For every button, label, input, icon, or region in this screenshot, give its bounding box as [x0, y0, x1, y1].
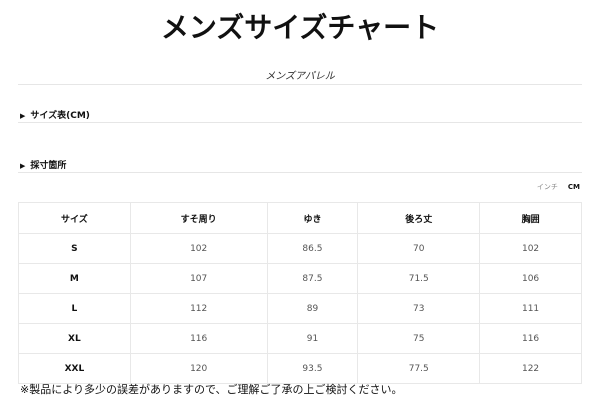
- column-header: 後ろ丈: [357, 202, 481, 234]
- section-measurement-toggle[interactable]: ▶ 採寸箇所: [20, 158, 66, 171]
- measurement-cell: 120: [129, 353, 268, 384]
- measurement-cell: 77.5: [357, 353, 481, 384]
- measurement-cell: 71.5: [357, 263, 481, 294]
- size-cell: XXL: [18, 353, 131, 384]
- size-cell: L: [18, 293, 131, 324]
- table-header-row: サイズ すそ周り ゆき 後ろ丈 胸囲: [18, 202, 582, 234]
- size-cell: S: [18, 233, 131, 264]
- column-header: すそ周り: [129, 202, 268, 234]
- section-size-table-toggle[interactable]: ▶ サイズ表(CM): [20, 108, 90, 121]
- measurement-cell: 93.5: [266, 353, 359, 384]
- section-label: 採寸箇所: [30, 161, 67, 171]
- unit-toggle: インチ CM: [527, 182, 580, 192]
- measurement-cell: 86.5: [266, 233, 359, 264]
- measurement-cell: 91: [266, 323, 359, 354]
- measurement-cell: 116: [479, 323, 582, 354]
- category-subtitle: メンズアパレル: [265, 71, 335, 82]
- table-row: S 102 86.5 70 102: [18, 233, 582, 264]
- measurement-cell: 75: [357, 323, 481, 354]
- unit-inch-button[interactable]: インチ: [536, 183, 558, 191]
- column-header: 胸囲: [479, 202, 582, 234]
- size-cell: XL: [18, 323, 131, 354]
- measurement-cell: 102: [479, 233, 582, 264]
- measurement-cell: 102: [129, 233, 268, 264]
- section-label: サイズ表(CM): [30, 111, 90, 121]
- unit-cm-button[interactable]: CM: [567, 183, 580, 191]
- divider: [18, 84, 582, 85]
- measurement-cell: 87.5: [266, 263, 359, 294]
- divider: [18, 122, 582, 123]
- measurement-cell: 122: [479, 353, 582, 384]
- column-header: ゆき: [266, 202, 359, 234]
- measurement-cell: 111: [479, 293, 582, 324]
- size-cell: M: [18, 263, 131, 294]
- column-header: サイズ: [18, 202, 131, 234]
- measurement-cell: 73: [357, 293, 481, 324]
- page-title: メンズサイズチャート: [160, 11, 440, 44]
- measurement-cell: 112: [129, 293, 268, 324]
- measurement-cell: 89: [266, 293, 359, 324]
- measurement-cell: 106: [479, 263, 582, 294]
- measurement-cell: 107: [129, 263, 268, 294]
- triangle-right-icon: ▶: [20, 162, 26, 170]
- triangle-right-icon: ▶: [20, 112, 26, 120]
- table-row: L 112 89 73 111: [18, 293, 582, 324]
- table-row: XXL 120 93.5 77.5 122: [18, 353, 582, 384]
- measurement-cell: 70: [357, 233, 481, 264]
- divider: [18, 172, 582, 173]
- disclaimer-note: ※製品により多少の誤差がありますので、ご理解ご了承の上ご検討ください。: [20, 383, 403, 396]
- size-table: サイズ すそ周り ゆき 後ろ丈 胸囲 S 102 86.5 70 102 M 107 87.5 71.5…: [18, 202, 582, 384]
- table-row: XL 116 91 75 116: [18, 323, 582, 354]
- measurement-cell: 116: [129, 323, 268, 354]
- table-row: M 107 87.5 71.5 106: [18, 263, 582, 294]
